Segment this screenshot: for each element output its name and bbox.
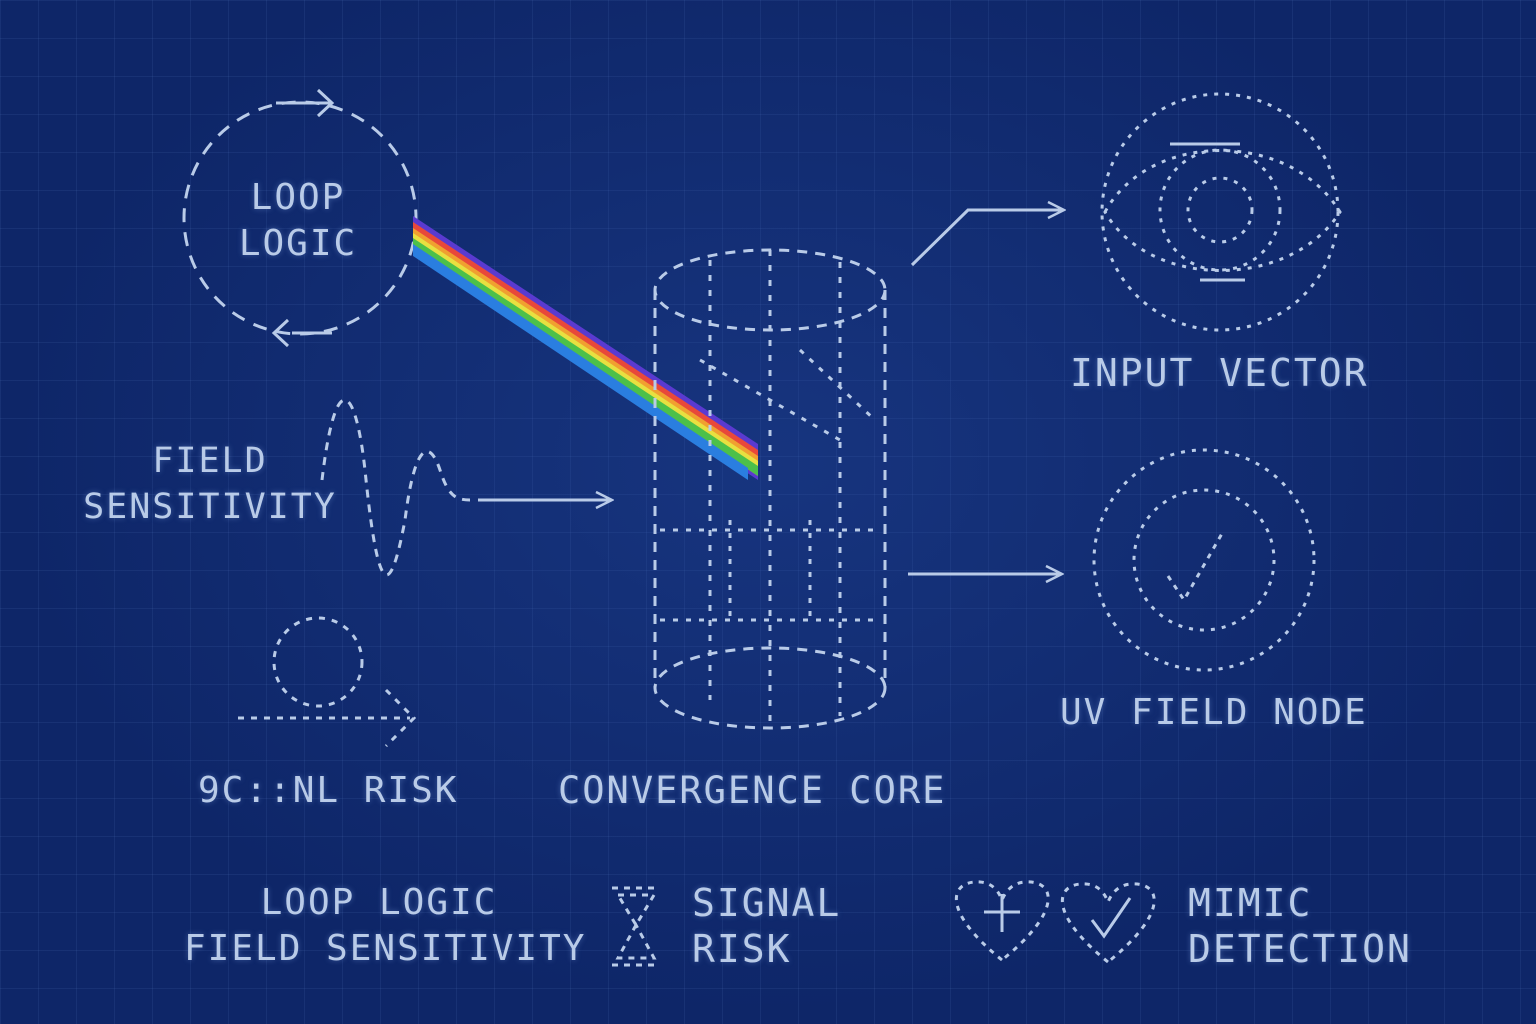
loop-logic-line-1: LOOP [250,177,346,218]
convergence-core-label: CONVERGENCE CORE [558,769,947,812]
loop-logic-label: LOOP LOGIC [228,175,368,267]
signal-risk-label: 9C::NL RISK [198,770,459,811]
legend-loop-field-label: LOOP LOGIC FIELD SENSITIVITY [184,880,587,972]
uv-field-node-label: UV FIELD NODE [1060,692,1368,733]
clock-gauge-icon [1092,448,1316,672]
heart-check-icon [1061,882,1156,964]
legend-detection-line: DETECTION [1188,927,1412,971]
eye-target-icon [1100,92,1342,332]
legend-signal-line: SIGNAL [692,881,842,925]
core-to-input-arrow [910,210,1064,267]
wave-icon [320,398,471,577]
circle-arrow-icon [238,616,417,748]
legend-signal-risk-label: SIGNAL RISK [692,880,841,972]
field-sensitivity-label: FIELD SENSITIVITY [60,438,360,530]
input-vector-label: INPUT VECTOR [1070,351,1369,395]
legend-loop-line: LOOP LOGIC [260,882,498,923]
legend-mimic-line: MIMIC [1188,881,1313,925]
field-sensitivity-line-2: SENSITIVITY [83,487,337,527]
legend-mimic-detection-label: MIMIC DETECTION [1188,880,1412,972]
heart-plus-icon [955,880,1050,962]
cylinder-icon [653,248,887,730]
loop-logic-line-2: LOGIC [238,223,358,264]
hourglass-icon [612,886,660,967]
spectrum-beam [413,216,758,480]
field-sensitivity-line-1: FIELD [152,441,268,481]
legend-field-line: FIELD SENSITIVITY [184,928,587,969]
legend-risk-line: RISK [692,927,792,971]
